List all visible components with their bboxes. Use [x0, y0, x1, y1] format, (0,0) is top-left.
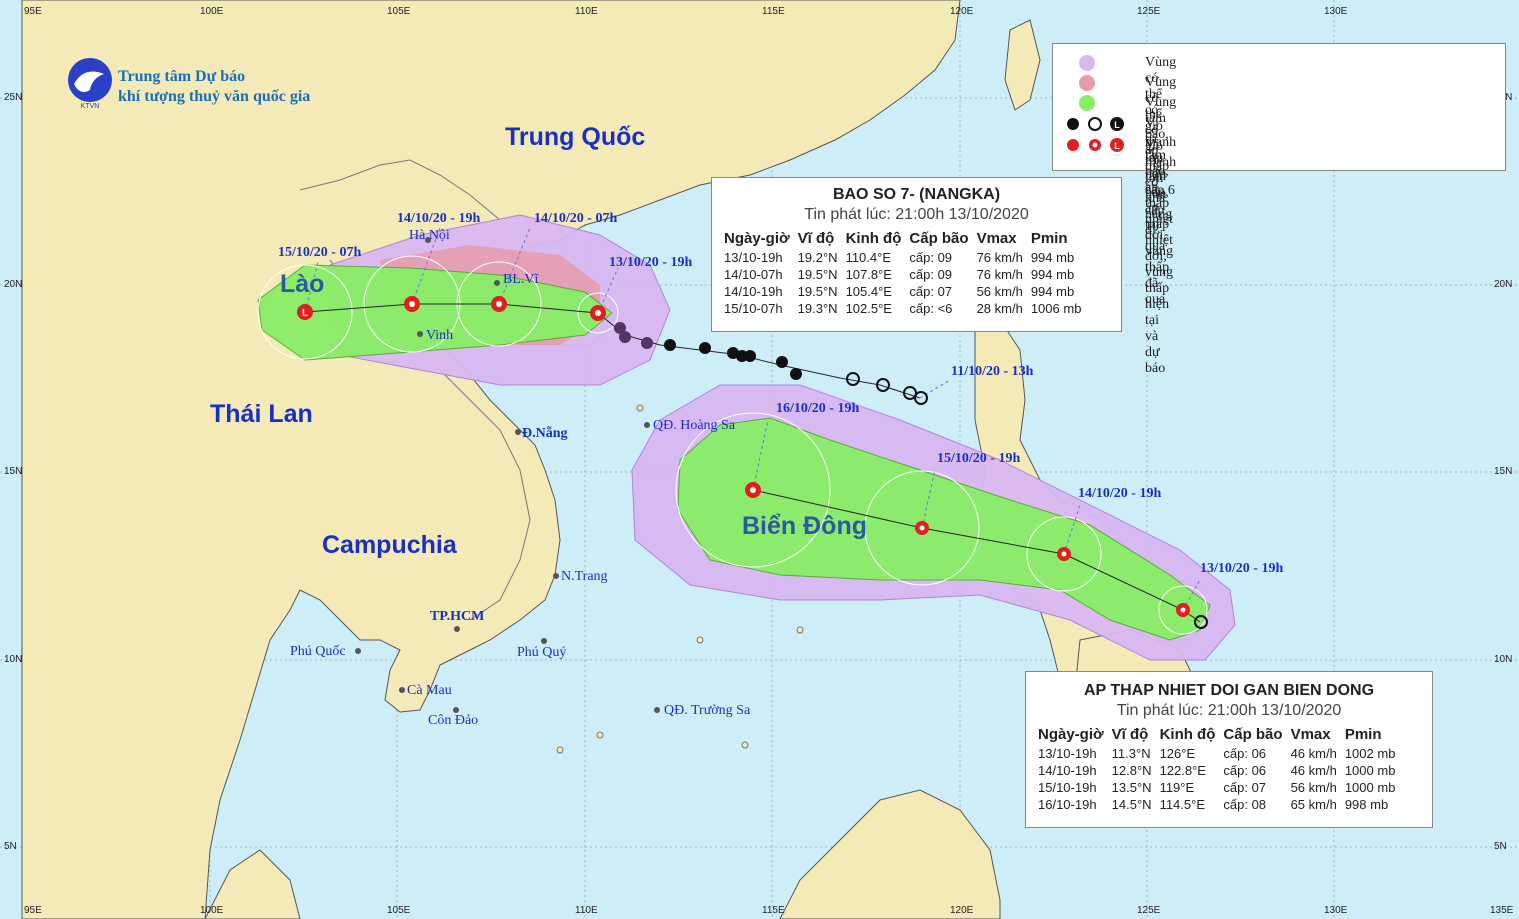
past-symbols-icon: L — [1067, 117, 1124, 131]
table-row: 14/10-19h 19.5°N 105.4°E cấp: 07 56 km/h 994 … — [724, 284, 1075, 299]
atnd-forecast-positions — [745, 482, 1208, 629]
lat-label: 25N — [4, 92, 23, 103]
map-legend: Vùng có thể có gió mạnh lớn hơn cấp 6 Vù… — [1052, 43, 1506, 376]
lon-label-bottom: 95E — [24, 905, 42, 916]
table-row: 16/10-19h 14.5°N 114.5°E cấp: 08 65 km/h 998 … — [1038, 797, 1389, 812]
track-label: 15/10/20 - 19h — [937, 451, 1021, 466]
atnd-info-box: AP THAP NHIET DOI GAN BIEN DONG Tin phát… — [1025, 671, 1433, 828]
table-header-row: Ngày-giờ Vĩ độ Kinh độ Cấp bão Vmax Pmin — [1038, 726, 1382, 743]
lon-label-135e: 135E — [1490, 905, 1514, 916]
borneo — [779, 789, 1001, 919]
track-label: 15/10/20 - 07h — [278, 245, 362, 260]
place-da-nang: Đ.Nẵng — [522, 426, 568, 441]
place-nha-trang: N.Trang — [561, 569, 608, 584]
lat-label: 10N — [4, 654, 23, 665]
ktvn-logo: KTVN — [68, 58, 112, 110]
track-label: 11/10/20 - 13h — [951, 364, 1034, 379]
svg-text:L: L — [1114, 120, 1120, 130]
country-label-china: Trung Quốc — [505, 123, 646, 151]
atnd-center-zone — [677, 417, 1211, 641]
nangka-past-storm-icons — [614, 322, 802, 380]
lon-label: 115E — [762, 6, 785, 17]
place-bach-long-vi: BL.Vĩ — [503, 272, 539, 287]
lon-label: 100E — [200, 6, 224, 17]
atnd-title: AP THAP NHIET DOI GAN BIEN DONG — [1083, 682, 1375, 699]
taiwan — [1004, 19, 1041, 111]
lat-label-right: 20N — [1494, 279, 1513, 290]
track-label: 13/10/20 - 19h — [609, 255, 693, 270]
svg-text:L: L — [302, 308, 308, 319]
table-row: 14/10-19h 12.8°N 122.8°E cấp: 06 46 km/h 1000… — [1038, 763, 1396, 778]
org-name-line2: khí tượng thuỷ văn quốc gia — [118, 88, 311, 105]
lon-label-bottom: 105E — [387, 905, 411, 916]
lat-label: 5N — [4, 841, 17, 852]
lon-label: 130E — [1324, 6, 1348, 17]
track-label: 14/10/20 - 07h — [534, 211, 618, 226]
place-phu-quoc: Phú Quốc — [290, 644, 346, 659]
table-header-row: Ngày-giờ Vĩ độ Kinh độ Cấp bão Vmax Pmin — [724, 230, 1068, 247]
atnd-issued: Tin phát lúc: 21:00h 13/10/2020 — [1116, 702, 1342, 719]
lon-label: 110E — [575, 6, 598, 17]
nangka-title: BAO SO 7- (NANGKA) — [832, 186, 1001, 203]
place-hoang-sa: QĐ. Hoàng Sa — [653, 418, 736, 433]
nangka-forecast-track — [304, 303, 599, 314]
sea-label-bien-dong: Biển Đông — [742, 512, 867, 540]
lon-label: 120E — [950, 6, 974, 17]
lat-label-right: 5N — [1494, 841, 1507, 852]
place-phu-quy: Phú Quý — [517, 645, 567, 660]
nangka-info-box: BAO SO 7- (NANGKA) Tin phát lúc: 21:00h … — [711, 177, 1122, 332]
nangka-center-zone — [257, 264, 613, 361]
place-vinh: Vinh — [426, 328, 454, 343]
lon-label: 125E — [1137, 6, 1161, 17]
nangka-issued: Tin phát lúc: 21:00h 13/10/2020 — [804, 206, 1029, 223]
current-symbols-icon: L — [1067, 138, 1124, 152]
lon-label-bottom: 125E — [1137, 905, 1161, 916]
lon-label-bottom: 115E — [762, 905, 785, 916]
nangka-forecast-positions: L — [297, 296, 606, 321]
country-label-laos: Lào — [280, 270, 325, 298]
nangka-table: Ngày-giờ Vĩ độ Kinh độ Cấp bão Vmax Pmin 13/… — [720, 230, 1085, 317]
lat-label: 15N — [4, 466, 23, 477]
place-tp-hcm: TP.HCM — [430, 609, 485, 624]
lon-label-95e: 95E — [24, 6, 42, 17]
svg-text:L: L — [1114, 141, 1120, 151]
table-row: 15/10-19h 13.5°N 119°E cấp: 07 56 km/h 1000 m… — [1038, 780, 1396, 795]
lat-label-right: 10N — [1494, 654, 1513, 665]
place-con-dao: Côn Đảo — [428, 713, 479, 728]
table-row: 14/10-07h 19.5°N 107.8°E cấp: 09 76 km/h 994 … — [724, 267, 1075, 282]
table-row: 13/10-19h 19.2°N 110.4°E cấp: 09 76 km/h 994 … — [724, 250, 1075, 265]
place-ca-mau: Cà Mau — [407, 683, 452, 698]
org-name-line1: Trung tâm Dự báo — [118, 68, 246, 85]
track-label: 14/10/20 - 19h — [1078, 486, 1162, 501]
svg-text:KTVN: KTVN — [81, 103, 100, 110]
track-label: 16/10/20 - 19h — [776, 401, 860, 416]
track-label: 14/10/20 - 19h — [397, 211, 481, 226]
place-truong-sa: QĐ. Trường Sa — [664, 703, 751, 718]
lon-label-bottom: 100E — [200, 905, 224, 916]
nangka-past-positions — [846, 372, 928, 405]
country-label-thailand: Thái Lan — [210, 400, 313, 428]
atnd-table: Ngày-giờ Vĩ độ Kinh độ Cấp bão Vmax Pmin 13/… — [1034, 726, 1399, 813]
lon-label: 105E — [387, 6, 411, 17]
mainland-asia — [21, 0, 961, 919]
track-label: 13/10/20 - 19h — [1200, 561, 1284, 576]
lat-label-right: 15N — [1494, 466, 1513, 477]
lon-label-bottom: 110E — [575, 905, 598, 916]
place-ha-noi: Hà Nội — [409, 228, 450, 243]
country-label-cambodia: Campuchia — [322, 531, 457, 559]
table-row: 15/10-07h 19.3°N 102.5°E cấp: <6 28 km/h 1006… — [724, 301, 1082, 316]
table-row: 13/10-19h 11.3°N 126°E cấp: 06 46 km/h 1002 m… — [1038, 746, 1396, 761]
lon-label-bottom: 130E — [1324, 905, 1348, 916]
lon-label-bottom: 120E — [950, 905, 974, 916]
lat-label: 20N — [4, 279, 23, 290]
